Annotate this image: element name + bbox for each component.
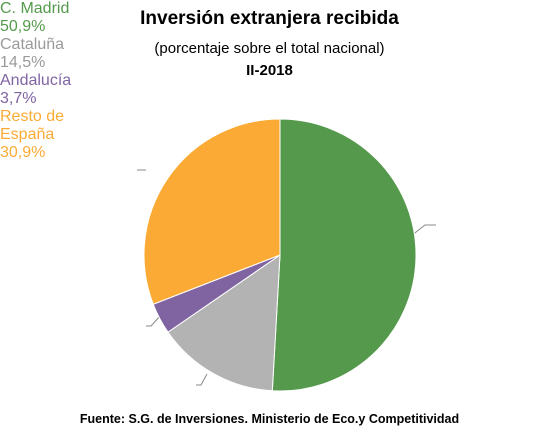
value-label: 50,9% [0,18,46,35]
leader-line [196,373,208,386]
category-label: Cataluña [0,36,65,53]
pie-slice [143,118,281,305]
slice-label: Cataluña 14,5% [0,36,110,72]
value-label: 3,7% [0,90,37,107]
category-label: Andalucía [0,72,72,89]
period: II-2018 [246,62,293,79]
leader-lines [137,169,436,386]
pie-slice [167,254,281,392]
pie-slice [271,118,417,392]
leader-line [146,314,162,327]
leader-line [410,224,436,237]
category-label: C. Madrid [0,0,70,17]
slice-label: Andalucía 3,7% [0,72,110,108]
value-label: 14,5% [0,54,46,71]
chart-subtitle: (porcentaje sobre el total nacional) [154,40,385,57]
value-label: 30,9% [0,144,46,161]
slice-label: C. Madrid 50,9% [0,0,110,36]
source: Fuente: S.G. de Inversiones. Ministerio … [79,412,460,426]
chart-title: Inversión extranjera recibida [140,8,399,29]
category-label: Resto de España [0,108,65,143]
slice-label: Resto de España 30,9% [0,108,90,162]
